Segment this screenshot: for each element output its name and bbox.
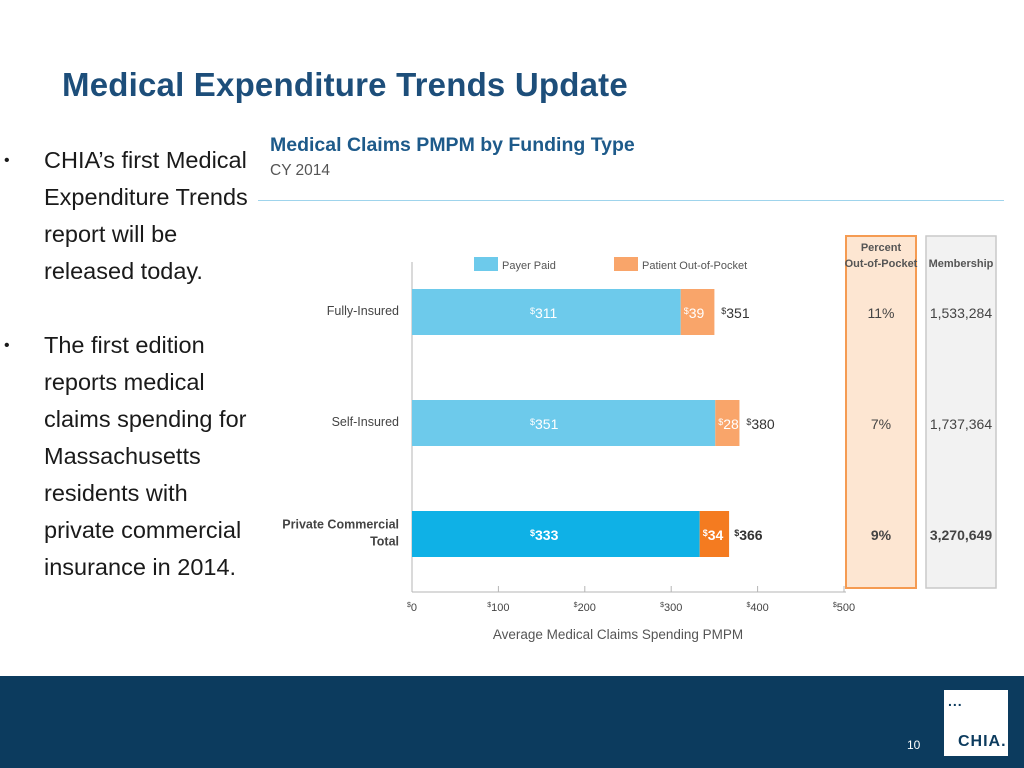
chart-subtitle: CY 2014 <box>270 162 331 179</box>
x-axis-label: Average Medical Claims Spending PMPM <box>493 627 743 642</box>
category-label: Fully-Insured <box>327 304 399 318</box>
bar-segment <box>412 511 700 557</box>
category-label: Total <box>370 535 399 549</box>
bar-segment <box>680 289 715 335</box>
x-tick-label: $0 <box>407 602 417 614</box>
membership-value: 3,270,649 <box>930 527 992 543</box>
logo-text: CHIA. <box>958 733 1007 750</box>
bullet-marker: • <box>4 152 10 169</box>
oop-column-panel <box>845 235 917 589</box>
bar-value-label: $351 <box>530 416 559 432</box>
category-label: Self-Insured <box>332 415 399 429</box>
oop-percent-value: 7% <box>871 416 891 432</box>
footer-bar <box>0 676 1024 768</box>
bar-total-label: $351 <box>721 305 750 321</box>
bar-value-label: $34 <box>703 527 724 543</box>
bar-total-label: $366 <box>734 527 763 543</box>
page-number: 10 <box>907 738 921 752</box>
bar-value-label: $39 <box>684 305 705 321</box>
stacked-bar-chart: $0 $100 $200 $300 $400 $500 Average Medical Cl… <box>282 235 997 642</box>
x-tick-label: $100 <box>487 602 509 614</box>
legend-swatch <box>474 257 498 271</box>
membership-value: 1,533,284 <box>930 305 992 321</box>
membership-column-panel <box>925 235 997 589</box>
bar-value-label: $28 <box>718 416 739 432</box>
legend-label: Payer Paid <box>502 260 556 272</box>
x-tick-label: $500 <box>833 602 855 614</box>
logo-dots: ... <box>948 693 963 709</box>
oop-percent-value: 11% <box>868 305 895 321</box>
x-tick-label: $200 <box>574 602 596 614</box>
membership-value: 1,737,364 <box>930 416 992 432</box>
bullet-list: • CHIA’s first Medical Expenditure Trend… <box>0 142 262 586</box>
chart-divider <box>258 200 1004 201</box>
bar-segment <box>699 511 730 557</box>
bar-value-label: $311 <box>530 305 558 321</box>
bullet-text: The first edition reports medical claims… <box>44 332 247 580</box>
bar-total-label: $380 <box>746 416 775 432</box>
legend-swatch <box>614 257 638 271</box>
bar-segment <box>412 400 716 446</box>
bullet-marker: • <box>4 337 10 354</box>
x-tick-label: $400 <box>746 602 768 614</box>
category-label: Private Commercial <box>282 518 399 532</box>
side-column-header: Percent <box>861 242 902 254</box>
chia-logo: ... CHIA. <box>944 690 1008 756</box>
bullet-text: CHIA’s first Medical Expenditure Trends … <box>44 147 248 284</box>
bullet-item: • CHIA’s first Medical Expenditure Trend… <box>0 142 262 290</box>
side-column-header: Membership <box>929 258 994 270</box>
bar-value-label: $333 <box>530 527 559 543</box>
bar-segment <box>715 400 740 446</box>
bullet-item: • The first edition reports medical clai… <box>0 327 262 586</box>
slide-title: Medical Expenditure Trends Update <box>62 66 628 103</box>
side-column-header: Out-of-Pocket <box>845 258 918 270</box>
chart-title: Medical Claims PMPM by Funding Type <box>270 134 635 156</box>
oop-percent-value: 9% <box>871 527 892 543</box>
x-tick-label: $300 <box>660 602 682 614</box>
bar-segment <box>412 289 681 335</box>
legend-label: Patient Out-of-Pocket <box>642 260 747 272</box>
